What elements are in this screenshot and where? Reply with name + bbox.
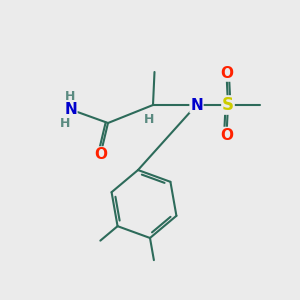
Text: H: H <box>65 89 76 103</box>
Text: H: H <box>144 113 154 126</box>
Text: N: N <box>64 102 77 117</box>
Text: O: O <box>94 147 107 162</box>
Text: N: N <box>190 98 203 112</box>
Text: H: H <box>60 116 70 130</box>
Text: O: O <box>220 66 233 81</box>
Text: S: S <box>222 96 234 114</box>
Text: O: O <box>220 128 233 142</box>
